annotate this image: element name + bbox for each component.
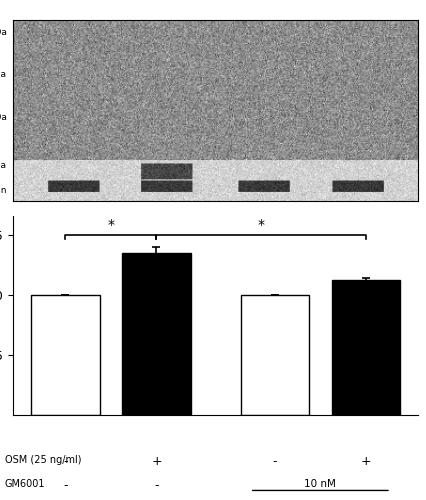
Bar xyxy=(31,294,99,415)
Text: 15 kDa: 15 kDa xyxy=(0,160,6,170)
Bar xyxy=(122,252,190,415)
Text: +: + xyxy=(151,454,161,468)
Text: OSM (25 ng/ml): OSM (25 ng/ml) xyxy=(5,454,81,464)
Text: A: A xyxy=(0,0,14,2)
Text: *: * xyxy=(257,218,264,232)
Text: -: - xyxy=(63,454,67,468)
Text: GM6001: GM6001 xyxy=(5,478,45,488)
Text: -: - xyxy=(154,478,158,492)
Text: β-actin: β-actin xyxy=(0,186,6,195)
Text: 40 kDa: 40 kDa xyxy=(0,28,6,37)
Bar xyxy=(240,294,308,415)
Text: 35 kDa: 35 kDa xyxy=(0,70,6,79)
Text: +: + xyxy=(360,454,370,468)
Bar xyxy=(331,280,399,415)
Text: 25 kDa: 25 kDa xyxy=(0,114,6,122)
Text: 10 nM: 10 nM xyxy=(304,478,336,488)
Text: -: - xyxy=(63,478,67,492)
Text: *: * xyxy=(107,218,114,232)
Text: -: - xyxy=(272,454,276,468)
